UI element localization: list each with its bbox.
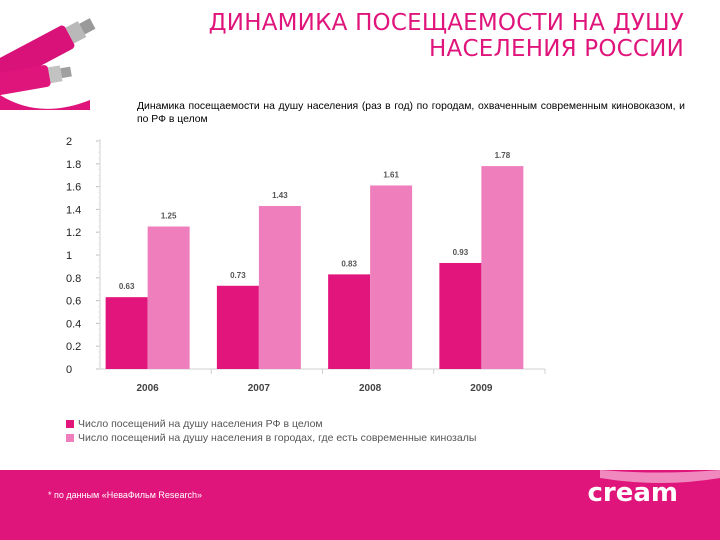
data-label: 1.25 xyxy=(161,212,177,221)
data-label: 1.61 xyxy=(383,170,399,179)
legend-item-series-2: Число посещений на душу населения в горо… xyxy=(66,431,476,445)
x-tick-label: 2008 xyxy=(359,383,382,394)
bar-series-1-2009 xyxy=(439,262,482,369)
data-label: 0.63 xyxy=(119,282,135,291)
y-tick-label: 0.4 xyxy=(66,318,81,330)
legend-swatch-series-1 xyxy=(66,420,74,428)
data-label: 0.73 xyxy=(230,271,246,280)
y-tick-label: 1.8 xyxy=(66,159,81,171)
chart-legend: Число посещений на душу населения РФ в ц… xyxy=(66,417,476,445)
bar-series-2-2007 xyxy=(258,205,301,369)
y-tick-label: 1.2 xyxy=(66,227,81,239)
bar-series-1-2006 xyxy=(105,297,148,369)
bar-series-1-2007 xyxy=(216,285,259,369)
y-tick-label: 1.6 xyxy=(66,182,81,194)
legend-label-series-2: Число посещений на душу населения в горо… xyxy=(78,432,477,444)
data-label: 0.83 xyxy=(341,259,357,268)
title-line-1: ДИНАМИКА ПОСЕЩАЕМОСТИ НА ДУШУ xyxy=(208,10,684,36)
paint-tube-illustration xyxy=(0,18,96,110)
y-tick-label: 1.4 xyxy=(66,204,81,216)
chart-subtitle: Динамика посещаемости на душу населения … xyxy=(137,101,685,125)
data-label: 1.43 xyxy=(272,191,288,200)
x-tick-label: 2006 xyxy=(137,383,160,394)
y-tick-label: 0.6 xyxy=(66,296,81,308)
page-title: ДИНАМИКА ПОСЕЩАЕМОСТИ НА ДУШУ НАСЕЛЕНИЯ … xyxy=(164,10,684,62)
y-tick-label: 1 xyxy=(66,250,72,262)
bar-series-2-2009 xyxy=(481,166,524,369)
bar-series-2-2006 xyxy=(147,226,190,369)
legend-item-series-1: Число посещений на душу населения РФ в ц… xyxy=(66,417,476,431)
legend-swatch-series-2 xyxy=(66,434,74,442)
y-tick-label: 0 xyxy=(66,364,72,376)
x-tick-label: 2009 xyxy=(470,383,493,394)
bar-series-2-2008 xyxy=(370,185,413,369)
y-tick-label: 0.8 xyxy=(66,273,81,285)
cream-logo: cream xyxy=(587,478,678,508)
title-line-2: НАСЕЛЕНИЯ РОССИИ xyxy=(429,36,684,62)
legend-label-series-1: Число посещений на душу населения РФ в ц… xyxy=(78,418,323,430)
data-label: 1.78 xyxy=(495,151,511,160)
footer-band xyxy=(0,470,720,540)
y-tick-label: 2 xyxy=(66,136,72,148)
x-tick-label: 2007 xyxy=(248,383,271,394)
bar-series-1-2008 xyxy=(328,274,371,369)
y-tick-label: 0.2 xyxy=(66,341,81,353)
footnote: * по данным «НеваФильм Research» xyxy=(48,490,202,500)
data-label: 0.93 xyxy=(453,248,469,257)
